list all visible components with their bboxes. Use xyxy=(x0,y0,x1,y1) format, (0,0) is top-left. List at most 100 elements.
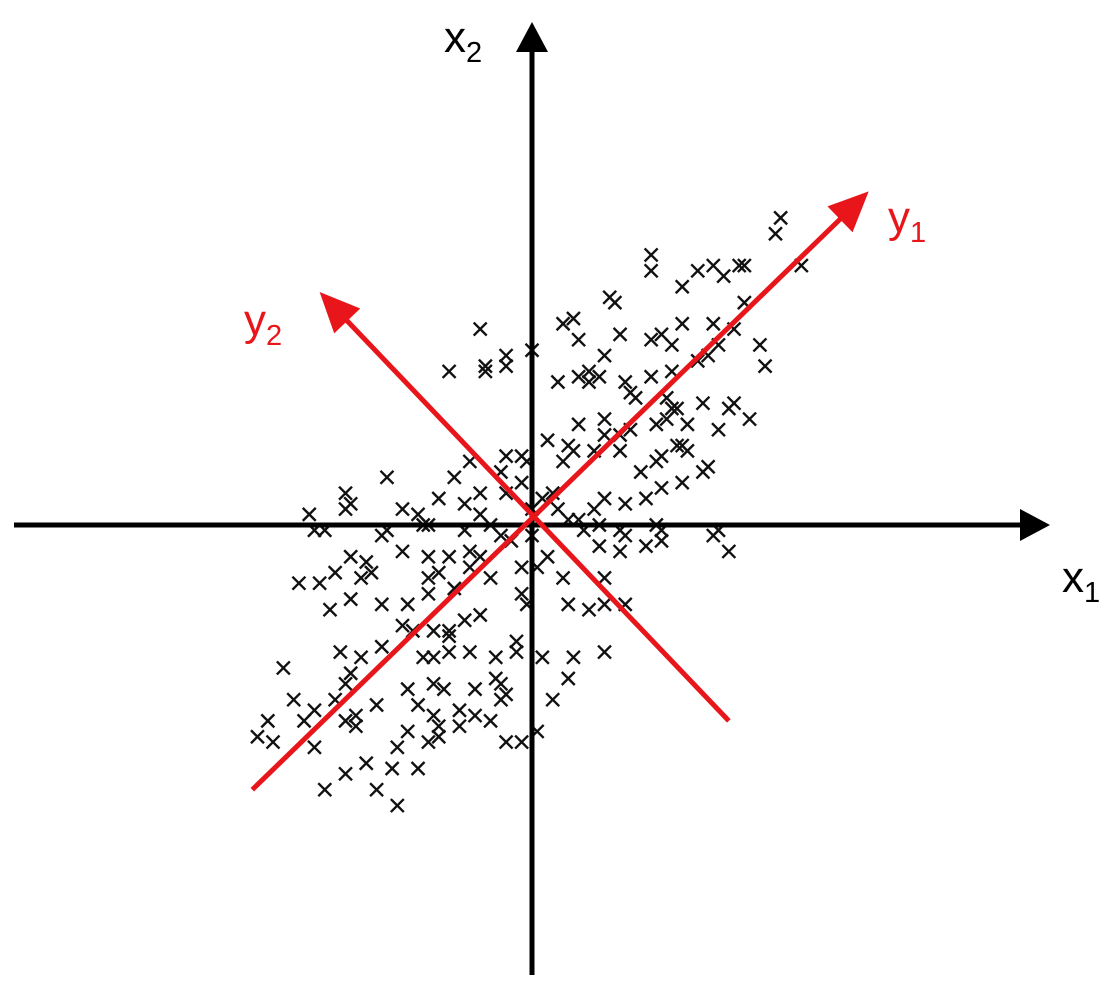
data-point xyxy=(441,549,457,565)
y1-axis-arrowhead xyxy=(827,191,869,233)
data-point xyxy=(379,469,395,485)
data-point xyxy=(421,586,436,602)
data-point xyxy=(752,337,768,353)
data-point xyxy=(721,401,737,416)
data-point xyxy=(400,724,416,739)
data-point xyxy=(597,570,612,586)
data-point xyxy=(643,247,659,263)
data-point xyxy=(571,332,586,348)
y2-axis-arrowhead xyxy=(319,292,361,334)
x1-axis-label: x1 xyxy=(1062,553,1100,609)
data-point xyxy=(612,544,628,559)
data-point xyxy=(452,702,467,718)
data-point xyxy=(307,739,322,755)
data-point xyxy=(478,358,493,374)
data-point xyxy=(338,501,353,517)
data-point xyxy=(659,411,675,427)
data-point xyxy=(286,692,302,708)
data-point xyxy=(441,628,457,644)
data-point xyxy=(612,443,628,459)
data-point xyxy=(348,708,364,723)
data-point xyxy=(276,660,291,676)
data-point xyxy=(591,369,607,385)
data-point xyxy=(545,692,561,708)
data-point xyxy=(452,718,467,734)
y1-axis-label: y1 xyxy=(888,193,926,249)
data-point xyxy=(389,739,405,755)
data-point xyxy=(654,327,669,342)
data-point xyxy=(669,438,685,453)
data-point xyxy=(426,676,441,692)
data-point xyxy=(446,469,462,485)
data-point xyxy=(374,528,390,543)
data-point xyxy=(301,507,317,522)
data-point xyxy=(343,549,359,565)
data-point xyxy=(711,422,726,438)
data-point xyxy=(338,713,353,729)
data-point xyxy=(571,369,586,385)
data-point xyxy=(721,544,737,559)
data-point xyxy=(680,417,695,432)
data-point xyxy=(431,718,447,734)
data-point xyxy=(395,618,410,633)
data-point xyxy=(426,649,441,665)
data-point xyxy=(431,565,447,580)
data-point xyxy=(560,597,576,612)
data-point xyxy=(628,390,643,406)
data-point xyxy=(566,311,581,326)
data-point xyxy=(597,597,612,612)
y2-axis-line xyxy=(344,317,731,723)
data-point xyxy=(514,734,529,750)
data-point xyxy=(478,364,493,379)
data-point xyxy=(617,496,633,512)
data-point xyxy=(296,713,312,729)
data-point xyxy=(550,374,566,390)
data-point xyxy=(364,565,379,580)
data-point xyxy=(421,549,436,565)
data-point xyxy=(597,348,612,363)
data-point xyxy=(498,448,514,464)
data-point xyxy=(581,364,597,379)
data-point xyxy=(400,681,416,697)
data-point xyxy=(312,575,327,591)
data-point xyxy=(322,602,338,618)
x1-axis: x1 xyxy=(14,508,1100,609)
data-point xyxy=(441,623,457,639)
data-point xyxy=(472,485,488,501)
data-point xyxy=(597,644,612,660)
data-point xyxy=(555,316,571,332)
data-point xyxy=(654,533,669,549)
data-point xyxy=(462,644,478,660)
data-point xyxy=(426,623,441,639)
data-point xyxy=(705,316,721,332)
data-point xyxy=(389,798,405,813)
data-point xyxy=(493,692,509,708)
data-point xyxy=(410,507,426,522)
data-point xyxy=(338,766,353,782)
data-point xyxy=(395,501,410,517)
data-point xyxy=(441,644,457,660)
data-point xyxy=(737,258,752,273)
y1-axis-line xyxy=(250,216,844,792)
data-point xyxy=(400,597,416,612)
data-point xyxy=(757,358,773,374)
data-point xyxy=(643,332,659,348)
data-point xyxy=(338,676,353,692)
data-point xyxy=(467,681,483,697)
data-point xyxy=(410,761,426,776)
data-point xyxy=(680,443,695,459)
data-point xyxy=(353,649,369,665)
data-point xyxy=(664,401,680,416)
data-point xyxy=(457,612,473,628)
data-point xyxy=(457,496,473,512)
data-point xyxy=(348,718,364,734)
data-point xyxy=(431,491,447,506)
data-point xyxy=(773,210,788,226)
data-point xyxy=(472,607,488,623)
data-point xyxy=(716,268,732,284)
data-point xyxy=(617,528,633,543)
data-point xyxy=(260,713,276,729)
data-point xyxy=(540,432,555,448)
data-point xyxy=(483,570,498,586)
